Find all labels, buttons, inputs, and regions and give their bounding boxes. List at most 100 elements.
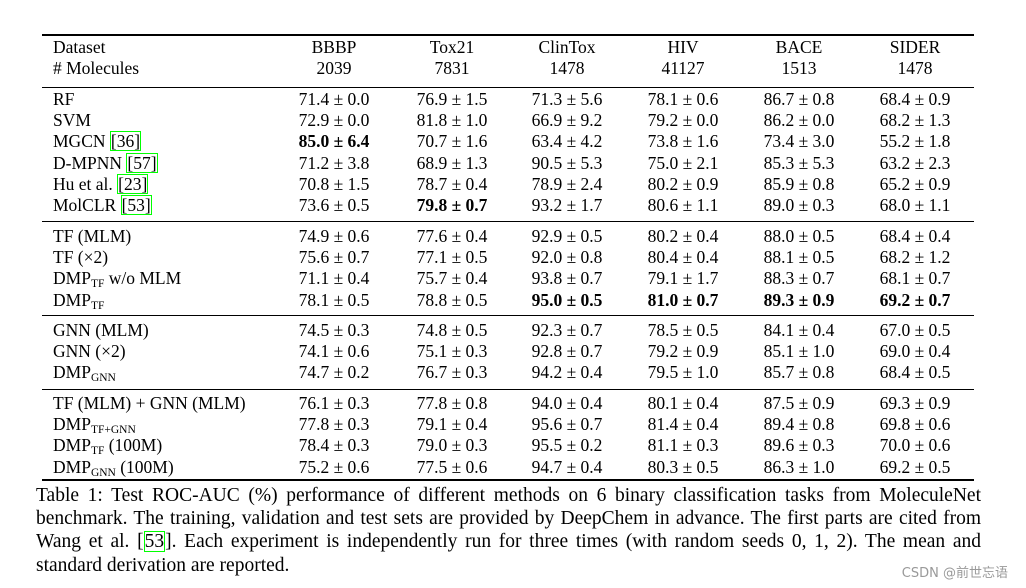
table-cell: 77.6 ± 0.4 [416, 226, 488, 246]
table-cell: 65.2 ± 0.9 [879, 173, 951, 194]
table-cell: 94.7 ± 0.4 [531, 456, 603, 477]
table-cell: 73.4 ± 3.0 [763, 131, 835, 152]
table-cell: 68.9 ± 1.3 [416, 152, 488, 173]
table-cell: 89.3 ± 0.9 [763, 289, 835, 310]
method-label: TF (×2) [53, 247, 109, 268]
table-cell: 79.1 ± 1.7 [647, 268, 719, 289]
method-subscript: TF+GNN [90, 424, 136, 437]
table-cell: 68.1 ± 0.7 [879, 268, 951, 289]
method-label: MGCN [53, 131, 106, 152]
citation-link[interactable]: [53] [120, 195, 152, 215]
table-cell: 80.1 ± 0.4 [647, 393, 719, 413]
table-cell: 92.8 ± 0.7 [531, 341, 603, 362]
citation-link[interactable]: [23] [117, 173, 149, 194]
table-cell: 79.1 ± 0.4 [416, 414, 488, 435]
method-name: Hu et al. [23] [53, 173, 149, 195]
table-cell: 74.7 ± 0.2 [298, 362, 370, 383]
method-label: Hu et al. [53, 173, 113, 194]
table-cell: 86.2 ± 0.0 [763, 110, 835, 131]
method-subscript: TF [90, 278, 105, 291]
method-subscript: GNN [90, 466, 116, 479]
table-cell: 77.8 ± 0.3 [298, 414, 370, 435]
table-cell: 69.2 ± 0.5 [879, 456, 951, 477]
table-cell: 78.1 ± 0.6 [647, 89, 719, 109]
table-cell: 92.0 ± 0.8 [531, 247, 603, 268]
method-subscript: TF [90, 445, 105, 458]
table-cell: 69.3 ± 0.9 [879, 393, 951, 413]
table-cell: 88.0 ± 0.5 [763, 226, 835, 246]
table-cell: 84.1 ± 0.4 [763, 320, 835, 340]
method-label: MolCLR [53, 195, 117, 215]
method-label: GNN (×2) [53, 341, 126, 362]
method-subscript: GNN [90, 372, 116, 385]
method-subscript: TF [90, 299, 105, 312]
table-cell: 77.8 ± 0.8 [416, 393, 488, 413]
table-cell: 95.6 ± 0.7 [531, 414, 603, 435]
table-cell: 86.7 ± 0.8 [763, 89, 835, 109]
method-suffix: w/o MLM [104, 268, 182, 289]
table-cell: 80.6 ± 1.1 [647, 195, 719, 215]
column-header: ClinTox [538, 37, 596, 57]
column-header: HIV [667, 37, 699, 57]
column-header: BBBP [311, 37, 357, 57]
method-label: DMP [53, 362, 91, 383]
method-label: D-MPNN [53, 152, 123, 173]
table-cell: 95.0 ± 0.5 [531, 289, 603, 310]
table-cell: 69.0 ± 0.4 [879, 341, 951, 362]
table-cell: 88.1 ± 0.5 [763, 247, 835, 268]
method-label: TF (MLM) + GNN (MLM) [53, 393, 246, 413]
table-cell: 88.3 ± 0.7 [763, 268, 835, 289]
table-cell: 55.2 ± 1.8 [879, 131, 951, 152]
method-name: TF (MLM) + GNN (MLM) [53, 393, 246, 414]
table-cell: 93.2 ± 1.7 [531, 195, 603, 215]
table-cell: 71.3 ± 5.6 [531, 89, 603, 109]
table-cell: 77.5 ± 0.6 [416, 456, 488, 477]
citation-link[interactable]: 53 [143, 531, 166, 553]
table-cell: 69.8 ± 0.6 [879, 414, 951, 435]
table-cell: 72.9 ± 0.0 [298, 110, 370, 131]
table-rule [42, 87, 974, 88]
method-label: DMP [53, 268, 91, 289]
table-cell: 89.4 ± 0.8 [763, 414, 835, 435]
table-cell: 85.0 ± 6.4 [298, 131, 370, 152]
table-cell: 85.7 ± 0.8 [763, 362, 835, 383]
table-cell: 68.4 ± 0.5 [879, 362, 951, 383]
table-rule [42, 34, 974, 36]
table-cell: 74.1 ± 0.6 [298, 341, 370, 362]
table-cell: 71.4 ± 0.0 [298, 89, 370, 109]
table-cell: 76.7 ± 0.3 [416, 362, 488, 383]
table-cell: 85.9 ± 0.8 [763, 173, 835, 194]
method-name: DMPTF (100M) [53, 435, 162, 458]
table-cell: 76.1 ± 0.3 [298, 393, 370, 413]
table-rule [42, 479, 974, 481]
method-name: MGCN [36] [53, 131, 142, 152]
method-name: SVM [53, 110, 91, 131]
method-label: RF [53, 89, 75, 109]
method-label: DMP [53, 456, 91, 477]
table-cell: 79.2 ± 0.9 [647, 341, 719, 362]
table-cell: 78.4 ± 0.3 [298, 435, 370, 456]
table-cell: 73.6 ± 0.5 [298, 195, 370, 215]
table-cell: 79.2 ± 0.0 [647, 110, 719, 131]
table-cell: 68.0 ± 1.1 [879, 195, 951, 215]
table-cell: 74.9 ± 0.6 [298, 226, 370, 246]
method-label: GNN (MLM) [53, 320, 149, 340]
table-cell: 81.4 ± 0.4 [647, 414, 719, 435]
table-cell: 77.1 ± 0.5 [416, 247, 488, 268]
method-name: DMPTF w/o MLM [53, 268, 182, 291]
column-header: Dataset [53, 37, 106, 57]
table-cell: 67.0 ± 0.5 [879, 320, 951, 340]
table-cell: 92.3 ± 0.7 [531, 320, 603, 340]
citation-link[interactable]: [36] [109, 131, 142, 152]
table-cell: 81.0 ± 0.7 [647, 289, 719, 310]
table-cell: 85.3 ± 5.3 [763, 152, 835, 173]
table-cell: 78.8 ± 0.5 [416, 289, 488, 310]
row-header-sub: # Molecules [53, 58, 140, 78]
method-name: DMPTF+GNN [53, 414, 136, 437]
method-label: DMP [53, 289, 91, 310]
table-cell: 79.8 ± 0.7 [416, 195, 488, 215]
table-cell: 71.1 ± 0.4 [298, 268, 370, 289]
citation-link[interactable]: [57] [126, 152, 158, 173]
table-cell: 70.8 ± 1.5 [298, 173, 370, 194]
table-rule [42, 389, 974, 390]
